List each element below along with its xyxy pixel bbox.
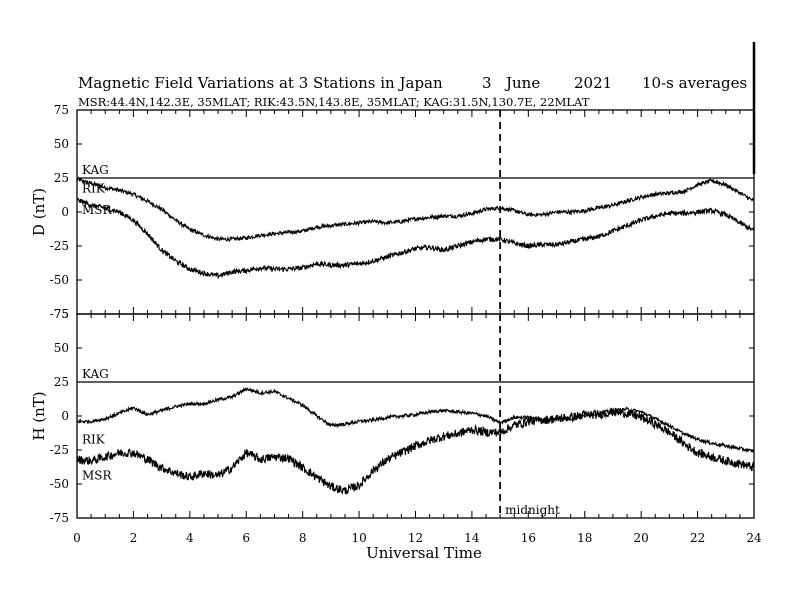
chart-title-averaging: 10-s averages xyxy=(642,74,747,92)
d-series-label-kag: KAG xyxy=(82,163,109,177)
x-tick-labels: 0 2 4 6 8 10 12 14 16 18 20 22 24 xyxy=(73,531,762,545)
h-y-axis-label: H (nT) xyxy=(30,391,48,440)
d-y-axis-label: D (nT) xyxy=(30,188,48,236)
x-tick-label: 22 xyxy=(690,531,705,545)
d-ytick-label: -75 xyxy=(50,307,69,321)
station-coordinates-subtitle: MSR:44.4N,142.3E, 35MLAT; RIK:43.5N,143.… xyxy=(78,95,590,109)
x-tick-label: 24 xyxy=(746,531,762,545)
d-component-panel: 75 50 25 0 -25 -50 -75 D (nT) KAG RIK MSR xyxy=(30,103,755,321)
chart-title-day: 3 xyxy=(482,74,492,92)
h-component-panel: 75 50 25 0 -25 -50 -75 H (nT) KAG RIK MSR midnight xyxy=(30,307,755,525)
d-trace-rik xyxy=(76,176,755,242)
x-axis-label: Universal Time xyxy=(366,544,482,562)
d-series-label-rik: RIK xyxy=(82,181,106,195)
d-panel-frame xyxy=(76,109,755,315)
x-tick-label: 12 xyxy=(408,531,423,545)
h-ytick-label: -25 xyxy=(50,443,69,457)
h-series-label-msr: MSR xyxy=(82,469,113,483)
d-ytick-label: 0 xyxy=(61,205,69,219)
x-tick-label: 8 xyxy=(299,531,307,545)
h-ytick-label: 50 xyxy=(54,341,69,355)
d-ytick-label: -50 xyxy=(50,273,69,287)
x-tick-label: 0 xyxy=(73,531,81,545)
d-ytick-label: 50 xyxy=(54,137,69,151)
x-tick-label: 18 xyxy=(577,531,592,545)
x-tick-label: 2 xyxy=(130,531,138,545)
h-trace-msr xyxy=(76,407,755,495)
x-tick-label: 4 xyxy=(186,531,194,545)
d-ytick-label: -25 xyxy=(50,239,69,253)
x-tick-label: 20 xyxy=(634,531,649,545)
x-tick-label: 16 xyxy=(521,531,536,545)
h-series-label-rik: RIK xyxy=(82,432,106,446)
h-ytick-label: 0 xyxy=(61,409,69,423)
midnight-label: midnight xyxy=(505,503,560,517)
h-series-label-kag: KAG xyxy=(82,367,109,381)
chart-title-month: June xyxy=(504,74,540,92)
h-ytick-label: -75 xyxy=(50,511,69,525)
chart-title-year: 2021 xyxy=(574,74,612,92)
h-ytick-label: 25 xyxy=(54,375,69,389)
x-tick-label: 14 xyxy=(464,531,480,545)
x-tick-label: 10 xyxy=(351,531,366,545)
h-ytick-label: -50 xyxy=(50,477,69,491)
d-trace-msr xyxy=(76,197,755,280)
x-tick-label: 6 xyxy=(242,531,250,545)
d-ytick-label: 75 xyxy=(54,103,69,117)
chart-title: Magnetic Field Variations at 3 Stations … xyxy=(78,74,443,92)
d-series-label-msr: MSR xyxy=(82,203,113,217)
h-trace-rik xyxy=(76,386,755,453)
d-ytick-label: 25 xyxy=(54,171,69,185)
h-ytick-label: 75 xyxy=(54,307,69,321)
